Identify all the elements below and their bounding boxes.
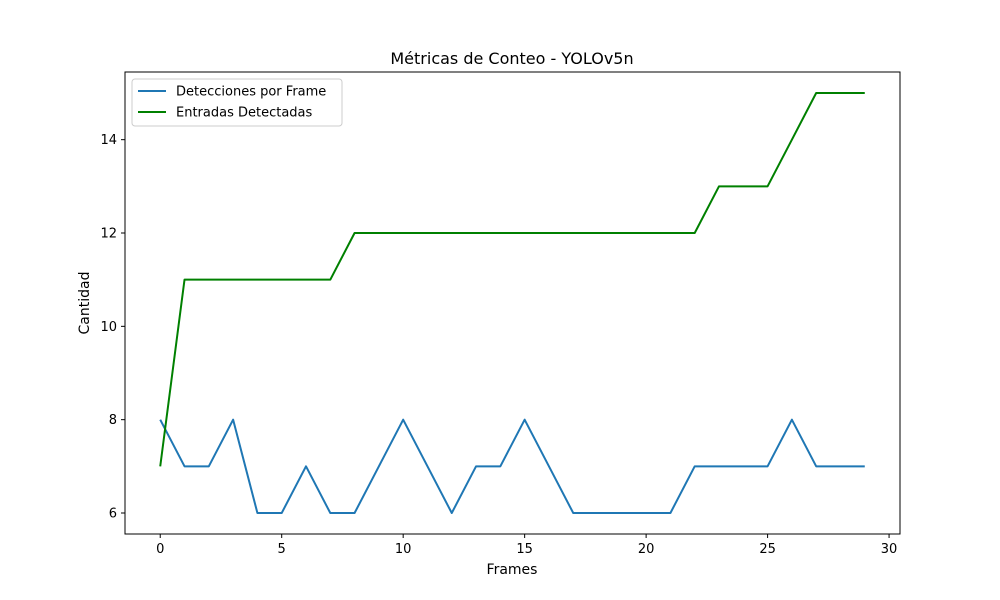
x-tick-label: 5	[278, 542, 286, 557]
x-tick-label: 25	[759, 542, 776, 557]
x-tick-label: 15	[516, 542, 533, 557]
x-axis-ticks: 0 5 10 15 20 25 30	[156, 534, 897, 557]
y-tick-label: 6	[109, 507, 117, 522]
y-axis-ticks: 6 8 10 12 14	[100, 133, 125, 522]
legend: Detecciones por Frame Entradas Detectadas	[131, 78, 343, 127]
y-axis-label: Cantidad	[77, 272, 93, 335]
series-line-1	[159, 92, 865, 467]
x-tick-label: 30	[881, 542, 898, 557]
chart-title: Métricas de Conteo - YOLOv5n	[390, 49, 633, 68]
series-line-0	[159, 418, 865, 514]
legend-label-0: Detecciones por Frame	[176, 85, 326, 100]
x-tick-label: 20	[638, 542, 655, 557]
x-tick-label: 10	[395, 542, 412, 557]
y-tick-label: 8	[109, 413, 117, 428]
axes-frame	[124, 71, 901, 535]
legend-box	[131, 78, 343, 127]
y-tick-label: 12	[100, 227, 117, 242]
x-tick-label: 0	[156, 542, 164, 557]
y-tick-label: 14	[100, 133, 117, 148]
legend-label-1: Entradas Detectadas	[176, 106, 313, 121]
plot-area	[159, 92, 865, 514]
y-tick-label: 10	[100, 320, 117, 335]
x-axis-label: Frames	[487, 562, 538, 578]
